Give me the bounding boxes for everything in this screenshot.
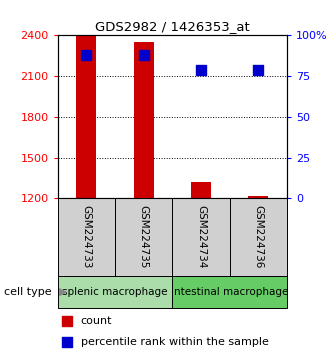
- Bar: [230, 198, 287, 276]
- Text: percentile rank within the sample: percentile rank within the sample: [81, 337, 269, 348]
- Point: [141, 52, 147, 58]
- Bar: [248, 196, 269, 198]
- Title: GDS2982 / 1426353_at: GDS2982 / 1426353_at: [95, 20, 250, 33]
- Point: [64, 318, 70, 324]
- Point: [198, 67, 204, 73]
- Text: GSM224736: GSM224736: [253, 205, 263, 269]
- Bar: [76, 35, 96, 198]
- Text: splenic macrophage: splenic macrophage: [62, 287, 168, 297]
- Text: GSM224735: GSM224735: [139, 205, 149, 269]
- Point: [84, 52, 89, 58]
- Text: GSM224733: GSM224733: [82, 205, 91, 269]
- Bar: [58, 198, 115, 276]
- Text: ▶: ▶: [59, 287, 68, 297]
- Point: [256, 67, 261, 73]
- Text: count: count: [81, 316, 112, 326]
- Bar: [191, 182, 211, 198]
- Text: GSM224734: GSM224734: [196, 205, 206, 269]
- Bar: [134, 42, 154, 198]
- Text: cell type: cell type: [4, 287, 51, 297]
- Bar: [58, 276, 173, 308]
- Point: [64, 340, 70, 346]
- Text: intestinal macrophage: intestinal macrophage: [171, 287, 288, 297]
- Bar: [173, 198, 230, 276]
- Bar: [173, 276, 287, 308]
- Bar: [115, 198, 173, 276]
